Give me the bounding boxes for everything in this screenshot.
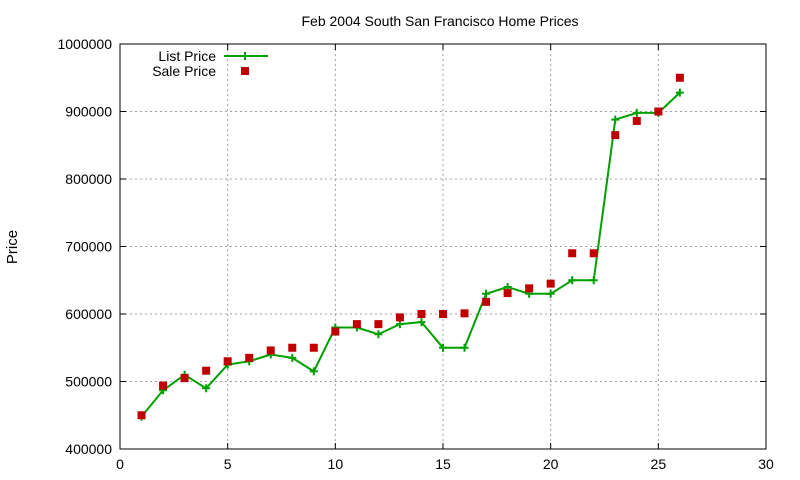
sale-price-point [223, 357, 232, 366]
list-price-point [546, 289, 555, 298]
y-tick-label: 400000 [65, 441, 112, 457]
x-tick-label: 5 [224, 456, 232, 472]
legend-label-list-price: List Price [158, 48, 216, 64]
sale-price-point [632, 116, 641, 125]
sale-price-point [245, 353, 254, 362]
x-tick-label: 25 [651, 456, 667, 472]
grid-lines [120, 44, 766, 449]
sale-price-point [309, 343, 318, 352]
list-price-point [439, 343, 447, 352]
y-tick-label: 500000 [65, 374, 112, 390]
sale-price-point [266, 346, 275, 355]
list-price-point [675, 88, 684, 97]
list-price-point [589, 276, 598, 285]
y-tick-label: 800000 [65, 171, 112, 187]
series-layer [137, 73, 684, 421]
list-price-point [309, 367, 318, 376]
sale-price-point [439, 310, 447, 318]
legend-label-sale-price: Sale Price [152, 63, 216, 79]
list-price-point [395, 320, 404, 329]
sale-price-point [159, 381, 168, 390]
legend: List Price Sale Price [152, 48, 268, 79]
list-price-point [460, 343, 469, 352]
x-tick-label: 10 [328, 456, 344, 472]
sale-price-point [568, 249, 577, 258]
legend-marker-list-price [241, 52, 249, 60]
list-price-point [417, 318, 426, 327]
axis-ticks: 400000 500000 600000 700000 800000 900000 1000… [57, 36, 774, 472]
sale-price-point [417, 310, 426, 318]
list-price-point [611, 115, 620, 124]
sale-price-point [611, 131, 620, 140]
x-tick-label: 30 [758, 456, 774, 472]
list-price-point [288, 353, 297, 362]
x-tick-label: 20 [543, 456, 559, 472]
chart-title: Feb 2004 South San Francisco Home Prices [301, 13, 578, 29]
sale-price-point [352, 320, 361, 329]
sale-price-point [482, 297, 491, 306]
sale-price-point [675, 73, 684, 82]
sale-price-point [374, 320, 383, 329]
list-price-point [374, 330, 383, 339]
sale-price-point [137, 411, 146, 420]
sale-price-point [654, 107, 663, 116]
sale-price-point [589, 249, 598, 258]
y-tick-label: 700000 [65, 239, 112, 255]
list-price-point [482, 289, 491, 298]
x-tick-label: 0 [116, 456, 124, 472]
list-price-point [202, 384, 211, 393]
y-tick-label: 600000 [65, 306, 112, 322]
sale-price-point [525, 284, 534, 293]
list-price-point [568, 276, 577, 285]
sale-price-point [180, 374, 189, 383]
sale-price-point [503, 289, 512, 298]
y-tick-label: 1000000 [57, 36, 112, 52]
sale-price-point [546, 279, 555, 288]
legend-marker-sale-price [241, 67, 249, 75]
x-tick-label: 15 [435, 456, 451, 472]
y-tick-label: 900000 [65, 104, 112, 120]
sale-price-point [331, 327, 340, 336]
list-price-line [140, 91, 681, 418]
sale-price-point [395, 313, 404, 322]
list-price-point [632, 108, 641, 117]
sale-price-point [288, 343, 297, 352]
y-axis-label: Price [4, 230, 21, 264]
sale-price-point [460, 309, 469, 318]
sale-price-point [202, 366, 211, 375]
